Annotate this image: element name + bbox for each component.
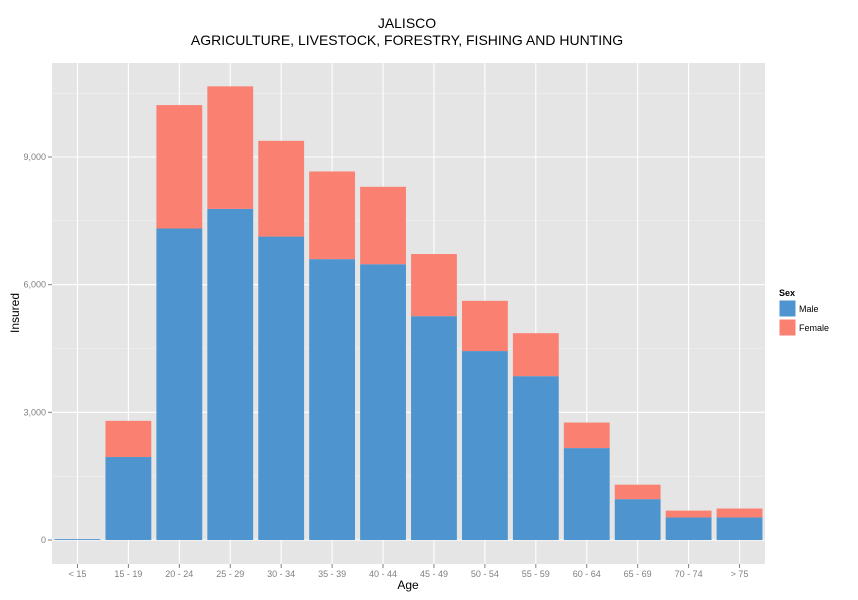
legend-title: Sex (779, 288, 795, 298)
bar-male-2 (156, 228, 203, 540)
legend-label-male: Male (799, 304, 819, 314)
x-tick-label: 20 - 24 (165, 569, 193, 579)
bar-female-5 (309, 171, 356, 260)
chart-subtitle: AGRICULTURE, LIVESTOCK, FORESTRY, FISHIN… (191, 32, 623, 48)
bar-female-6 (360, 186, 406, 265)
legend: Sex Male Female (778, 288, 829, 337)
bar-male-13 (716, 517, 763, 540)
bar-female-2 (156, 105, 203, 229)
bar-male-10 (563, 448, 610, 540)
bar-male-5 (309, 259, 356, 540)
bar-male-8 (461, 351, 508, 540)
bar-female-3 (207, 86, 254, 209)
x-tick-label: 70 - 74 (675, 569, 703, 579)
x-tick-label: 60 - 64 (573, 569, 601, 579)
chart-title: JALISCO (378, 15, 436, 31)
x-tick-label: 40 - 44 (369, 569, 397, 579)
bar-male-11 (614, 499, 661, 540)
y-tick-label: 0 (41, 535, 46, 545)
x-tick-label: 15 - 19 (114, 569, 142, 579)
legend-label-female: Female (799, 323, 829, 333)
bar-female-13 (716, 508, 763, 518)
x-tick-label: 35 - 39 (318, 569, 346, 579)
bar-male-9 (512, 376, 559, 540)
y-axis: 0 3,000 6,000 9,000 (23, 152, 52, 545)
y-tick-label: 3,000 (23, 407, 46, 417)
x-tick-label: 50 - 54 (471, 569, 499, 579)
bar-male-1 (105, 457, 152, 540)
bar-male-6 (360, 264, 406, 540)
bar-male-0 (54, 539, 101, 540)
bar-female-10 (563, 422, 610, 449)
x-tick-label: < 15 (69, 569, 87, 579)
bar-female-8 (461, 300, 508, 352)
x-tick-label: 30 - 34 (267, 569, 295, 579)
y-tick-label: 6,000 (23, 280, 46, 290)
y-tick-label: 9,000 (23, 152, 46, 162)
bar-male-4 (258, 236, 305, 540)
x-tick-label: 25 - 29 (216, 569, 244, 579)
bar-female-4 (258, 140, 305, 237)
bar-female-11 (614, 484, 661, 500)
bars (54, 86, 763, 540)
x-tick-label: > 75 (731, 569, 749, 579)
bar-female-12 (665, 510, 712, 518)
y-axis-title: Insured (8, 293, 22, 333)
x-axis: < 15 15 - 19 20 - 24 25 - 29 30 - 34 35 - 39 4… (69, 564, 749, 579)
legend-key-female (778, 318, 797, 337)
x-axis-title: Age (397, 578, 419, 592)
bar-female-9 (512, 333, 559, 377)
x-tick-label: 65 - 69 (624, 569, 652, 579)
bar-male-3 (207, 208, 254, 540)
x-tick-label: 45 - 49 (420, 569, 448, 579)
x-tick-label: 55 - 59 (522, 569, 550, 579)
bar-female-7 (411, 254, 457, 317)
bar-male-7 (411, 316, 457, 540)
bar-female-1 (105, 420, 152, 458)
bar-male-12 (665, 517, 712, 540)
legend-key-male (778, 299, 797, 318)
